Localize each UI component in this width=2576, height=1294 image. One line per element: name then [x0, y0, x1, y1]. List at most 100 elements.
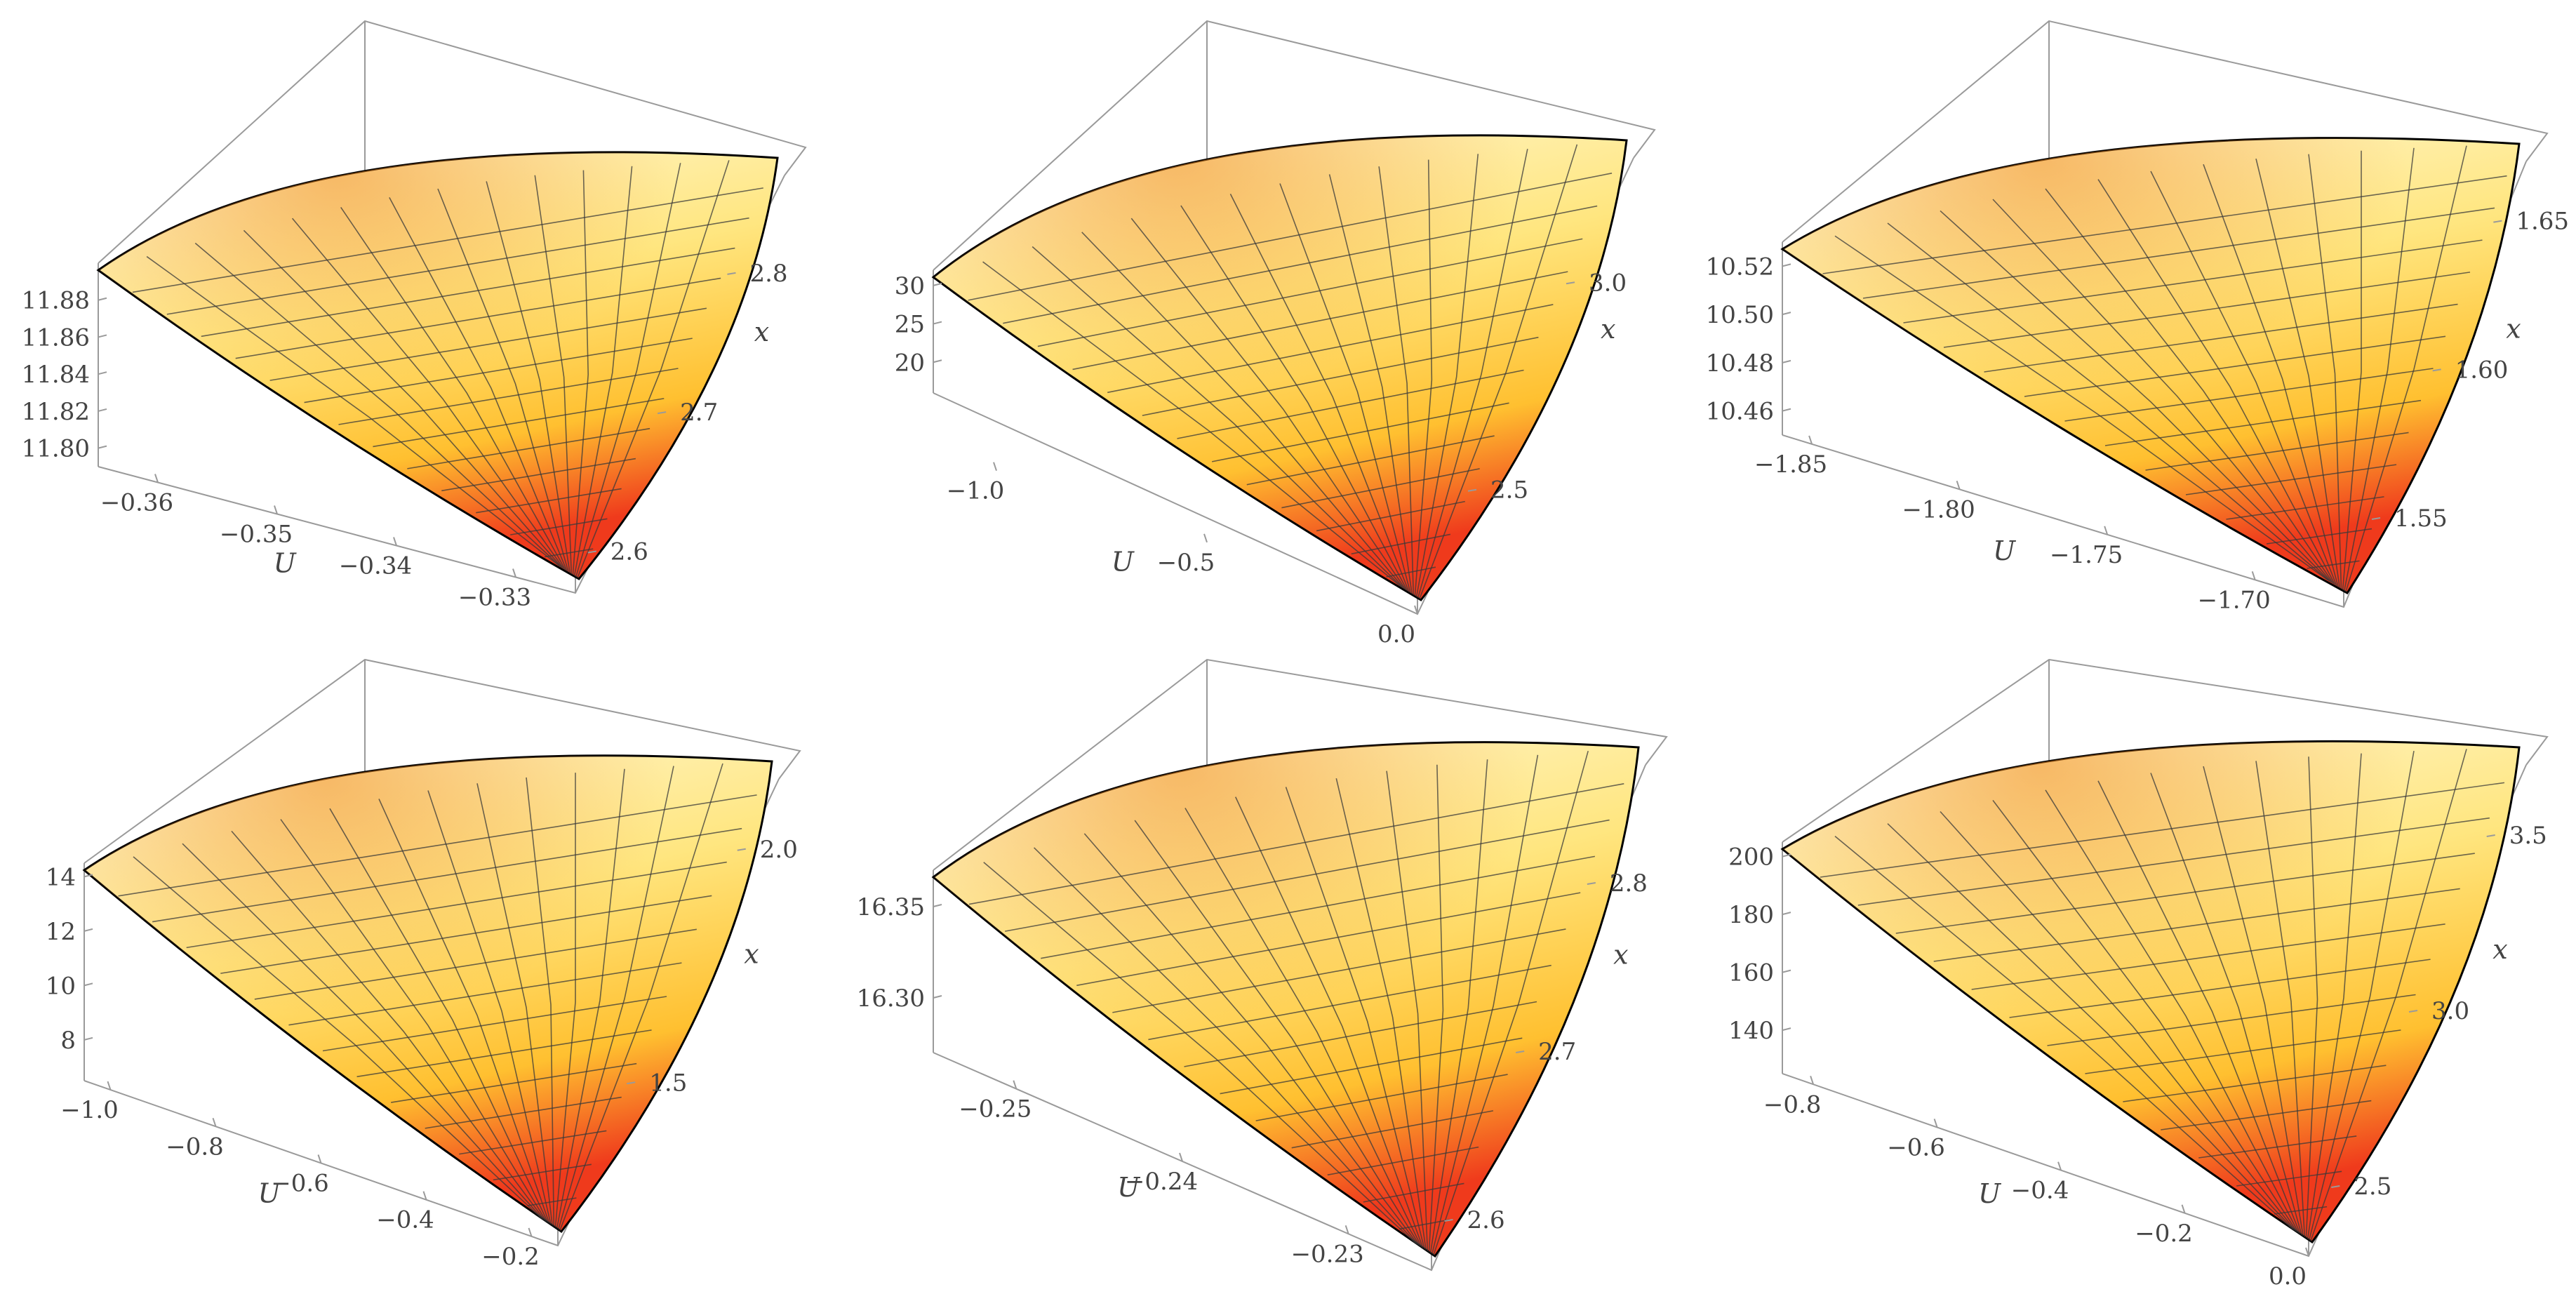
- x-tick-label: 2.8: [749, 260, 787, 288]
- z-tick: [98, 445, 107, 449]
- x-tick-label: 1.55: [2394, 505, 2448, 533]
- mesh-line-x: [2145, 432, 2409, 471]
- u-tick-label: −0.2: [481, 1243, 540, 1271]
- mesh-line-x: [356, 1029, 652, 1078]
- z-tick: [1782, 408, 1791, 412]
- z-tick-label: 11.86: [22, 324, 90, 352]
- x-tick: [2486, 834, 2495, 837]
- u-tick-label: −0.34: [339, 552, 412, 580]
- u-tick: [2057, 1161, 2062, 1170]
- mesh-line-u: [1887, 823, 2295, 1231]
- mesh-line-x: [1037, 238, 1583, 347]
- z-tick-label: 16.35: [857, 893, 925, 921]
- surface-shading: [933, 742, 1639, 1256]
- mesh-line-u: [2045, 789, 2300, 1234]
- mesh-line-u: [572, 170, 589, 575]
- mesh-line-u: [1378, 166, 1415, 595]
- mesh-line-x: [201, 247, 735, 338]
- mesh-line-u: [573, 166, 633, 576]
- mesh-line-x: [2123, 1065, 2387, 1102]
- u-tick: [1179, 1152, 1183, 1162]
- x-tick: [1566, 281, 1575, 285]
- mesh-line-x: [1386, 566, 1436, 578]
- mesh-line-x: [1933, 888, 2460, 962]
- mesh-line-u: [1417, 149, 1528, 599]
- z-tick-label: 25: [895, 311, 925, 339]
- mesh-line-x: [2198, 1135, 2357, 1159]
- z-tick-label: 160: [1728, 959, 1774, 987]
- x-tick-label: 3.0: [2431, 997, 2469, 1025]
- z-tick: [98, 297, 107, 301]
- z-tick: [1782, 263, 1791, 267]
- mesh-line-x: [2024, 335, 2446, 397]
- u-tick-label: −0.33: [458, 584, 531, 612]
- u-tick: [2305, 1247, 2309, 1257]
- mesh-line-u: [983, 862, 1416, 1244]
- mesh-line-u: [2150, 171, 2337, 587]
- u-tick-label: 0.0: [2269, 1262, 2307, 1290]
- x-tick-label: 2.5: [1490, 476, 1528, 505]
- x-tick-label: 3.0: [1589, 269, 1627, 297]
- mesh-line-x: [391, 1062, 637, 1103]
- mesh-line-u: [526, 777, 555, 1227]
- mesh-line-x: [1142, 336, 1539, 416]
- mesh-line-x: [2085, 1029, 2401, 1074]
- mesh-line-u: [1130, 218, 1407, 591]
- x-tick: [587, 550, 596, 554]
- z-tick: [933, 904, 942, 907]
- u-tick: [1933, 1119, 1938, 1128]
- z-tick-label: 11.80: [22, 435, 90, 463]
- u-axis-label: U: [1978, 1178, 2002, 1209]
- x-tick: [2493, 220, 2502, 223]
- mesh-line-u: [437, 188, 569, 573]
- mesh-line-x: [1211, 402, 1509, 462]
- mesh-line-u: [243, 229, 563, 568]
- mesh-line-u: [2255, 158, 2341, 588]
- u-tick: [1808, 435, 1813, 445]
- mesh-line-x: [1177, 369, 1524, 439]
- x-tick-label: 1.5: [649, 1069, 687, 1097]
- mesh-line-u: [1328, 174, 1413, 594]
- x-axis-label: x: [1613, 940, 1628, 970]
- x-tick-label: 2.5: [2354, 1173, 2391, 1201]
- u-tick-label: −0.6: [1887, 1133, 1945, 1161]
- mesh-line-x: [1984, 303, 2458, 373]
- mesh-line-x: [2104, 399, 2422, 446]
- mesh-line-u: [291, 218, 565, 570]
- mesh-line-u: [1134, 820, 1421, 1247]
- x-tick: [1516, 1050, 1525, 1053]
- mesh-line-x: [118, 794, 757, 897]
- plot-box-top: [84, 658, 801, 864]
- mesh-line-x: [1820, 782, 2505, 878]
- mesh-line-u: [1032, 246, 1403, 589]
- u-tick-label: −0.8: [166, 1133, 224, 1161]
- x-tick: [627, 1081, 636, 1085]
- mesh-line-x: [493, 1163, 592, 1181]
- mesh-line-x: [1107, 304, 1554, 394]
- u-tick: [1344, 1225, 1349, 1234]
- mesh-line-u: [329, 808, 549, 1223]
- z-tick-label: 180: [1728, 901, 1774, 929]
- u-tick: [2181, 1204, 2186, 1214]
- mesh-line-x: [2236, 1170, 2342, 1187]
- x-tick-label: 2.6: [1467, 1206, 1505, 1234]
- mesh-line-u: [1234, 796, 1424, 1248]
- x-tick: [1467, 488, 1477, 492]
- mesh-line-u: [2342, 150, 2362, 590]
- mesh-line-x: [2185, 464, 2397, 495]
- z-tick: [98, 408, 107, 412]
- u-tick-label: −1.80: [1902, 495, 1975, 523]
- mesh-line-x: [1895, 853, 2475, 934]
- mesh-line-x: [373, 398, 665, 448]
- x-tick: [657, 411, 667, 415]
- z-tick-label: 30: [895, 272, 925, 300]
- mesh-line-x: [254, 928, 697, 1000]
- u-tick-label: −0.5: [1157, 549, 1215, 577]
- mesh-line-x: [1363, 1182, 1464, 1203]
- surface-plot-4: −1.0 −0.8 −0.6 −0.4 −0.2 U 1.5 2.0 x 8 10 12 14: [46, 658, 801, 1271]
- mesh-line-x: [269, 307, 707, 381]
- u-tick-label: −0.8: [1763, 1090, 1822, 1119]
- mesh-line-x: [2226, 496, 2384, 520]
- mesh-line-u: [2310, 749, 2467, 1241]
- mesh-line-x: [186, 861, 727, 949]
